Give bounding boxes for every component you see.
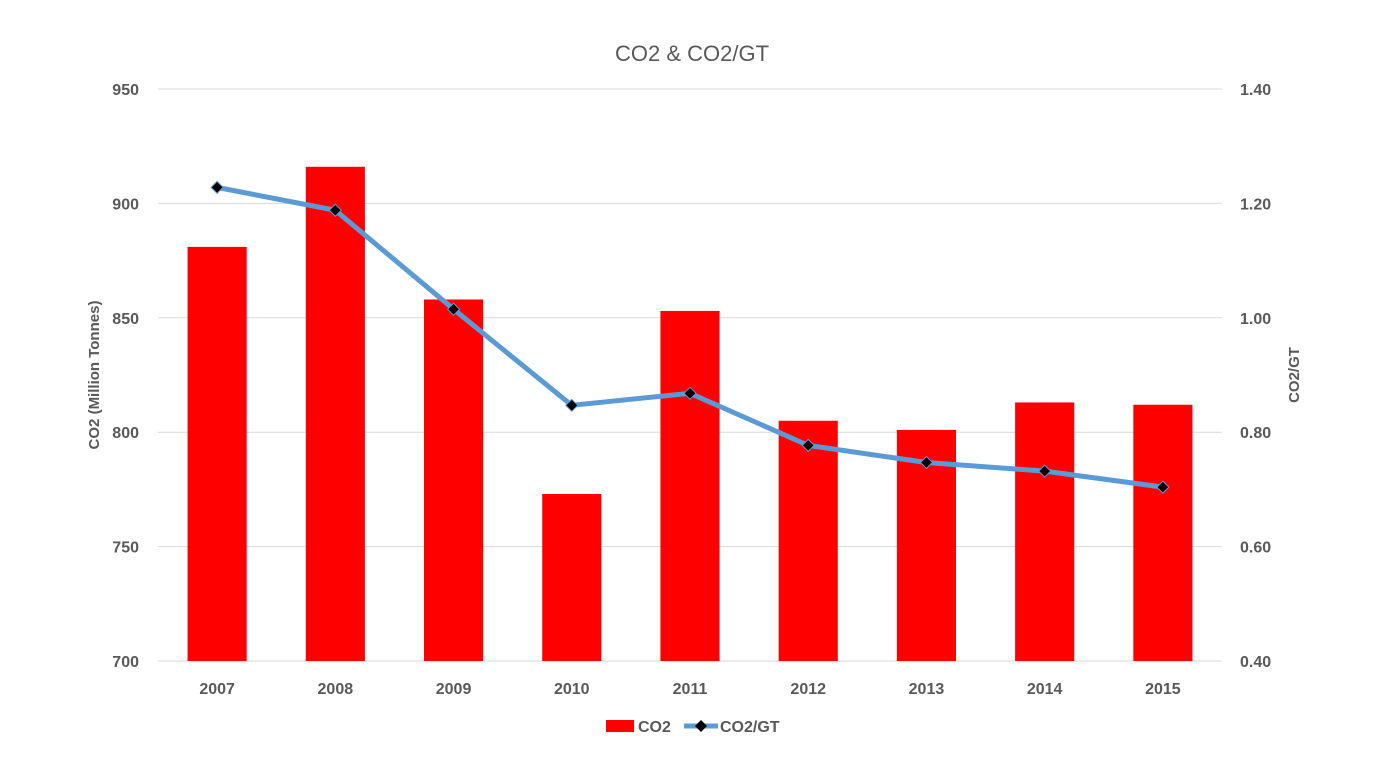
- legend: CO2 CO2/GT: [606, 719, 780, 736]
- left-tick-label: 850: [112, 311, 139, 328]
- point-co2-gt-2010: [565, 398, 579, 413]
- x-tick-label: 2013: [909, 681, 945, 698]
- legend-label-co2-gt: CO2/GT: [720, 719, 780, 736]
- bar-co2-2012: [778, 420, 838, 661]
- bar-co2-2007: [187, 246, 247, 661]
- right-tick-label: 0.60: [1240, 540, 1271, 557]
- point-co2-gt-2014: [1037, 464, 1052, 478]
- right-tick-label: 1.40: [1240, 82, 1271, 99]
- x-tick-label: 2008: [318, 681, 354, 698]
- bar-co2-2011: [660, 310, 720, 661]
- right-tick-label: 1.00: [1240, 311, 1271, 328]
- bar-co2-2014: [1015, 402, 1075, 661]
- left-tick-label: 900: [112, 196, 139, 213]
- legend-label-co2: CO2: [638, 719, 671, 736]
- point-co2-gt-2007: [210, 180, 224, 195]
- point-co2-gt-2011: [683, 386, 697, 401]
- point-co2-gt-2015: [1156, 480, 1170, 494]
- x-tick-label: 2007: [199, 681, 235, 698]
- left-axis-ticks: 700 750 800 850 900 950: [112, 82, 139, 671]
- legend-swatch-co2: [606, 720, 634, 732]
- point-co2-gt-2012: [801, 438, 815, 453]
- right-axis-ticks: 0.40 0.60 0.80 1.00 1.20 1.40: [1240, 82, 1271, 671]
- co2-gt-line-series: [210, 180, 1170, 494]
- x-tick-label: 2009: [436, 681, 472, 698]
- x-tick-label: 2010: [554, 681, 590, 698]
- bar-co2-2009: [424, 299, 484, 661]
- bar-co2-2015: [1133, 404, 1193, 661]
- chart-title: CO2 & CO2/GT: [615, 41, 769, 66]
- point-co2-gt-2013: [919, 455, 934, 470]
- x-axis-ticks: 2007 2008 2009 2010 2011 2012 2013 2014 2015: [199, 681, 1180, 698]
- point-co2-gt-2009: [446, 302, 461, 316]
- x-tick-label: 2012: [790, 681, 826, 698]
- legend-swatch-co2-gt-marker: [695, 720, 707, 732]
- left-axis-title: CO2 (Million Tonnes): [86, 301, 103, 450]
- left-tick-label: 800: [112, 425, 139, 442]
- left-tick-label: 750: [112, 540, 139, 557]
- right-tick-label: 0.40: [1240, 654, 1271, 671]
- co2-bars: [187, 166, 1193, 662]
- x-tick-label: 2014: [1027, 681, 1063, 698]
- right-axis-title: CO2/GT: [1286, 347, 1303, 403]
- bar-co2-2010: [542, 493, 602, 661]
- bar-co2-2008: [305, 166, 365, 662]
- x-tick-label: 2011: [673, 681, 708, 698]
- point-co2-gt-2008: [328, 203, 343, 217]
- right-tick-label: 1.20: [1240, 196, 1271, 213]
- left-tick-label: 950: [112, 82, 139, 99]
- right-tick-label: 0.80: [1240, 425, 1271, 442]
- x-tick-label: 2015: [1145, 681, 1181, 698]
- left-tick-label: 700: [112, 654, 139, 671]
